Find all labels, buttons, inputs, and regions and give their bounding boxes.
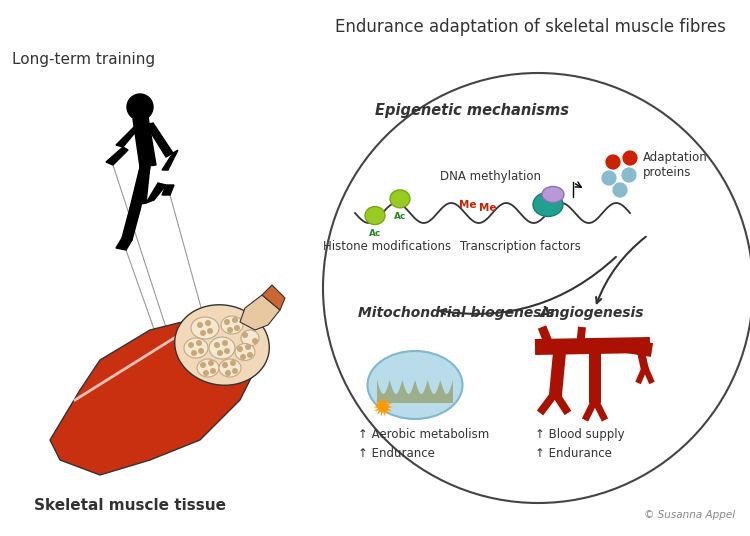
Text: Skeletal muscle tissue: Skeletal muscle tissue [34,498,226,513]
Ellipse shape [197,359,219,377]
Polygon shape [240,295,280,330]
Ellipse shape [365,206,385,225]
Circle shape [127,94,153,120]
Polygon shape [636,346,649,371]
Ellipse shape [209,337,235,359]
Circle shape [225,370,231,376]
Circle shape [323,73,750,503]
Polygon shape [576,326,586,347]
Text: ↑ Aerobic metabolism
↑ Endurance: ↑ Aerobic metabolism ↑ Endurance [358,428,489,460]
Polygon shape [548,346,566,400]
Polygon shape [377,380,453,403]
Ellipse shape [235,344,255,361]
Circle shape [237,346,243,352]
Polygon shape [122,208,140,240]
Circle shape [232,368,238,374]
Polygon shape [373,397,393,417]
Ellipse shape [241,330,259,346]
Polygon shape [116,123,143,147]
Circle shape [214,342,220,348]
Polygon shape [619,338,653,357]
Text: DNA methylation: DNA methylation [440,170,541,183]
Text: Long-term training: Long-term training [12,52,155,67]
Circle shape [230,360,236,366]
Ellipse shape [184,338,208,358]
Polygon shape [592,398,608,422]
Circle shape [601,170,617,186]
Polygon shape [642,366,655,384]
Circle shape [224,348,230,354]
Polygon shape [133,117,156,167]
Ellipse shape [368,351,463,419]
Text: Ac: Ac [369,228,381,237]
Polygon shape [50,315,260,475]
Text: Endurance adaptation of skeletal muscle fibres: Endurance adaptation of skeletal muscle … [334,18,725,36]
Text: © Susanna Appel: © Susanna Appel [644,510,735,520]
Circle shape [234,325,240,331]
Text: Me: Me [459,199,477,210]
Circle shape [622,150,638,166]
Polygon shape [136,165,150,205]
Text: Mitochondrial biogenesis: Mitochondrial biogenesis [358,306,554,320]
Circle shape [612,182,628,198]
Polygon shape [146,183,166,203]
Ellipse shape [533,192,563,217]
Circle shape [191,350,197,356]
Polygon shape [146,123,173,157]
Ellipse shape [542,187,564,203]
Circle shape [242,332,248,338]
Circle shape [232,317,238,323]
Polygon shape [552,391,572,415]
Circle shape [197,322,203,328]
Polygon shape [162,185,174,195]
Circle shape [198,348,204,354]
Polygon shape [262,285,285,310]
Circle shape [203,370,209,376]
Polygon shape [582,398,598,422]
Circle shape [207,328,213,334]
Polygon shape [162,150,178,170]
Text: Me: Me [479,203,496,213]
Polygon shape [106,147,128,165]
Polygon shape [635,366,648,384]
Circle shape [200,362,206,368]
Circle shape [196,340,202,346]
Circle shape [200,330,206,336]
Text: Histone modifications: Histone modifications [323,240,451,253]
Polygon shape [589,347,601,403]
Circle shape [208,360,214,366]
Circle shape [222,362,228,368]
Circle shape [188,342,194,348]
Ellipse shape [191,317,219,339]
Text: ↑ Blood supply
↑ Endurance: ↑ Blood supply ↑ Endurance [535,428,625,460]
Circle shape [245,344,251,350]
Circle shape [205,320,211,326]
Circle shape [621,167,637,183]
Text: Ac: Ac [394,212,406,221]
Text: Adaptation
proteins: Adaptation proteins [643,151,708,179]
Circle shape [210,368,216,374]
Polygon shape [116,238,132,250]
Polygon shape [130,167,150,210]
Circle shape [247,352,253,358]
Circle shape [240,354,246,360]
Polygon shape [538,325,554,349]
Circle shape [217,350,223,356]
Text: Transcription factors: Transcription factors [460,240,580,253]
Text: Angiogenesis: Angiogenesis [540,306,644,320]
Circle shape [227,327,233,333]
Ellipse shape [390,190,410,208]
Ellipse shape [221,316,243,334]
Text: Epigenetic mechanisms: Epigenetic mechanisms [375,103,569,118]
Ellipse shape [175,305,269,385]
Circle shape [605,154,621,170]
Circle shape [222,340,228,346]
Circle shape [224,319,230,325]
Circle shape [252,338,258,344]
Polygon shape [535,337,650,355]
Ellipse shape [219,359,241,377]
Polygon shape [537,391,558,415]
